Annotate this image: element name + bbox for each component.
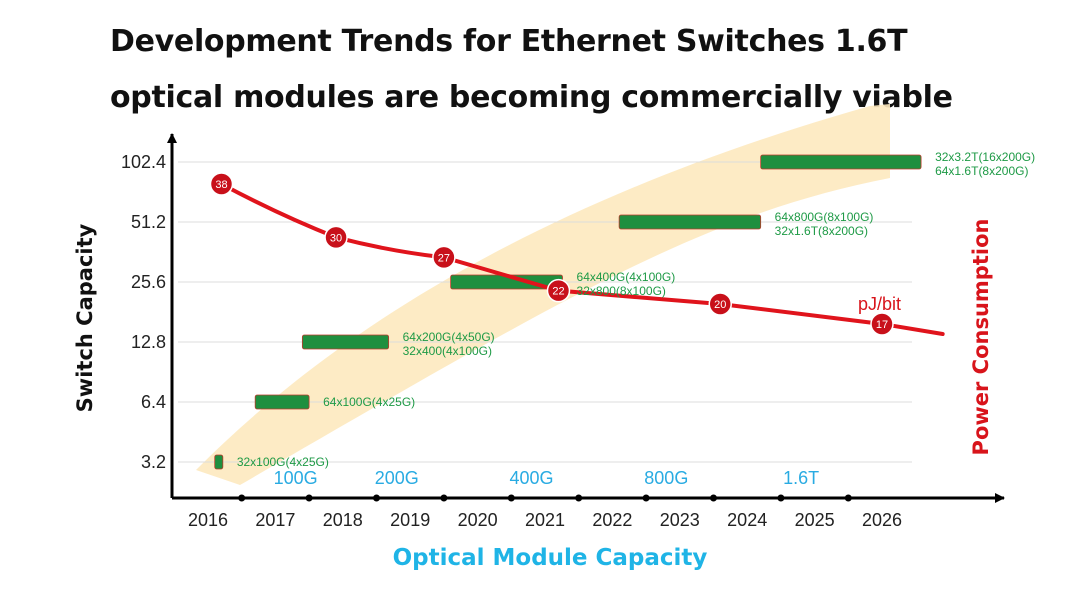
capacity-bar-label: 32x100G(4x25G) (237, 455, 329, 469)
chart-title-line-1: Development Trends for Ethernet Switches… (110, 24, 908, 59)
power-point-label: 30 (330, 232, 342, 244)
chart-title-line-2: optical modules are becoming commerciall… (110, 80, 953, 115)
power-point-label: 22 (552, 286, 564, 298)
capacity-bar-label: 64x100G(4x25G) (323, 395, 415, 409)
power-point-label: 20 (714, 299, 726, 311)
y-axis-title: Switch Capacity (73, 223, 97, 412)
y-tick-label: 6.4 (141, 392, 166, 412)
x-tick-dot (238, 494, 246, 502)
capacity-bar-label: 32x3.2T(16x200G) (935, 150, 1035, 164)
capacity-bar-label: 32x400(4x100G) (403, 344, 492, 358)
capacity-bar (618, 214, 762, 230)
y-axis-title-right: Power Consumption (969, 219, 993, 456)
capacity-bar-label: 64x1.6T(8x200G) (935, 164, 1028, 178)
capacity-bar (760, 154, 922, 170)
series-label: pJ/bit (858, 294, 901, 314)
capacity-bar-label: 32x800(8x100G) (577, 284, 666, 298)
x-tick-label: 2023 (660, 510, 700, 530)
power-point-label: 17 (876, 319, 888, 331)
x-tick-label: 2026 (862, 510, 902, 530)
power-point (209, 172, 234, 196)
power-point (870, 312, 894, 336)
x-tick-dot (305, 494, 313, 502)
x-tick-dot (844, 494, 852, 502)
module-speed-label: 100G (274, 468, 318, 488)
module-speed-label: 800G (644, 468, 688, 488)
x-tick-dot (710, 494, 717, 502)
power-point-label: 27 (438, 252, 450, 264)
x-tick-dot (575, 494, 583, 502)
x-tick-label: 2020 (458, 510, 498, 530)
x-tick-label: 2025 (795, 510, 835, 530)
x-tick-dot (440, 494, 448, 502)
power-point-label: 38 (215, 179, 227, 191)
power-point (546, 278, 571, 303)
power-point (708, 292, 732, 316)
y-tick-label: 102.4 (121, 152, 166, 172)
capacity-bar-label: 32x1.6T(8x200G) (775, 224, 868, 238)
x-tick-label: 2021 (525, 510, 565, 530)
module-speed-label: 1.6T (783, 468, 819, 488)
x-tick-dot (777, 494, 785, 502)
x-tick-label: 2017 (255, 510, 295, 530)
power-point (324, 225, 348, 250)
trend-band (196, 104, 890, 485)
y-tick-label: 12.8 (131, 332, 166, 352)
y-tick-label: 51.2 (131, 212, 166, 232)
capacity-bar-label: 64x200G(4x50G) (403, 330, 495, 344)
x-tick-dot (642, 494, 650, 502)
power-point (432, 245, 456, 270)
x-tick-label: 2016 (188, 510, 228, 530)
x-axis-title: Optical Module Capacity (393, 545, 708, 571)
capacity-bar (254, 394, 310, 410)
capacity-bar (214, 454, 224, 470)
x-tick-dot (373, 494, 380, 502)
x-tick-label: 2024 (727, 510, 767, 530)
capacity-bar (301, 334, 390, 350)
x-tick-label: 2019 (390, 510, 430, 530)
x-tick-label: 2022 (592, 510, 632, 530)
capacity-bar-label: 64x800G(8x100G) (775, 210, 874, 224)
y-tick-label: 3.2 (141, 452, 166, 472)
module-speed-label: 200G (375, 468, 419, 488)
module-speed-label: 400G (509, 468, 553, 488)
x-tick-dot (507, 494, 515, 502)
y-tick-label: 25.6 (131, 272, 166, 292)
capacity-bar-label: 64x400G(4x100G) (577, 270, 676, 284)
x-tick-label: 2018 (323, 510, 363, 530)
